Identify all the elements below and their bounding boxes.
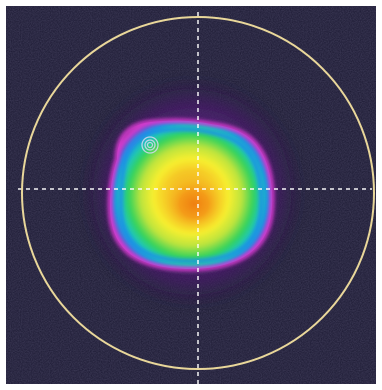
- beam-profile-image: [6, 6, 376, 384]
- beam-edge-blue: [118, 127, 264, 264]
- beam-edge-magenta: [107, 118, 275, 272]
- beam-profile-svg: [6, 6, 376, 384]
- aperture-ring: [21, 16, 375, 370]
- small-concentric-marker: [141, 136, 159, 154]
